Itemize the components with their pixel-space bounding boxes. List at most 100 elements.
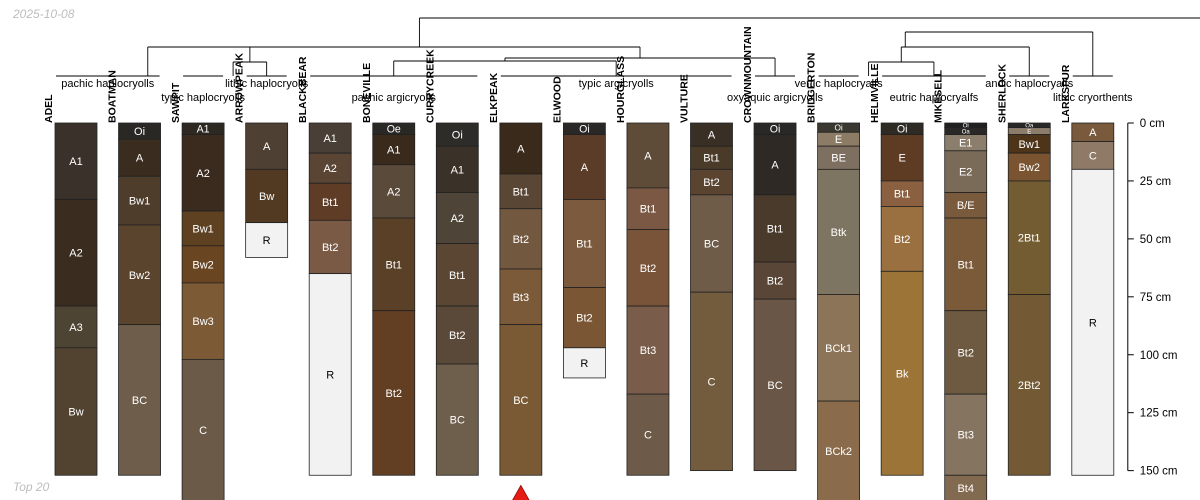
horizon [499,268,543,326]
horizon-label: E [898,153,905,165]
profile-name: HELMVILLE [869,64,881,124]
horizon [1007,180,1051,295]
horizon-label: Bt2 [513,234,530,246]
profile-name: LARKSPUR [1060,64,1072,123]
horizon-label: Oi [452,130,463,142]
horizon-label: Bt3 [513,292,530,304]
horizon [54,199,98,307]
profile-name: BOATMAN [107,70,119,123]
horizon [753,134,797,196]
horizon-label: 2Bt1 [1018,233,1041,245]
horizon-label: Bw [259,191,274,203]
horizon-label: E [835,134,842,146]
horizon-label: Bw1 [129,196,150,208]
horizon [753,298,797,472]
horizon [626,187,670,231]
horizon-label: Oi [770,124,781,136]
horizon-label: A [644,150,652,162]
horizon-label: BCk2 [825,446,852,458]
horizon-label: Bt2 [385,388,402,400]
horizon [690,168,733,196]
profile-name: ELWOOD [551,76,563,123]
horizon [54,122,98,200]
horizon [690,291,733,472]
horizon-label: A [136,153,144,165]
horizon-label: Bt1 [322,197,339,209]
horizon-label: Bw3 [192,316,213,328]
horizon [308,273,352,476]
horizon-label: A3 [69,322,82,334]
depth-tick-label: 50 cm [1140,234,1171,246]
horizon [118,175,161,226]
horizon-label: Bw1 [1019,139,1040,151]
group-label: vertic haplocryalfs [795,78,884,90]
horizon-label: R [1089,317,1097,329]
profile-name: BRIDGERTON [806,53,818,123]
group-label: typic argicryolls [579,78,655,90]
depth-tick-label: 25 cm [1140,176,1171,188]
date-label: 2025-10-08 [13,7,75,21]
group-label: typic haplocryolls [161,92,245,104]
horizon-label: BC [132,395,147,407]
horizon-label: Oi [963,123,969,129]
horizon-label: A [263,141,271,153]
horizon-label: Bw [68,406,83,418]
profile-name: ELKPEAK [488,72,500,123]
horizon-label: Oi [134,126,145,138]
horizon [435,145,479,193]
horizon-label: A2 [451,213,464,225]
horizon [880,134,924,182]
horizon-label: A1 [387,145,400,157]
horizon [118,138,161,177]
profile-name: ARROWPEAK [234,53,246,123]
horizon-label: A2 [69,248,82,260]
horizon [563,199,606,288]
horizon-label: A2 [387,186,400,198]
horizon [54,305,98,349]
group-label: oxyaquic argicryolls [727,92,823,104]
horizon [308,152,352,184]
horizon-label: A1 [69,156,82,168]
horizon-label: Bt2 [703,177,720,189]
horizon-label: Bk [896,368,909,380]
horizon [435,363,479,476]
horizon [563,134,606,200]
horizon-label: A1 [451,164,464,176]
horizon-label: R [326,369,334,381]
profile-name: CURRYCREEK [424,49,436,123]
horizon-label: C [1089,150,1097,162]
profile-name: CROWNMOUNTAIN [742,26,754,123]
horizon [626,122,670,189]
horizon-label: C [644,430,652,442]
group-label: pachic argicryolls [352,92,437,104]
horizon-label: E1 [959,138,972,150]
horizon [181,358,225,500]
horizon-label: Bt1 [957,259,974,271]
horizon-label: E2 [959,167,972,179]
horizon-label: Bt2 [322,242,339,254]
horizon [181,245,225,284]
horizon [308,219,352,275]
horizon-label: BC [513,395,528,407]
horizon [944,217,988,312]
horizon-label: A2 [196,168,209,180]
horizon-label: Bt2 [576,313,593,325]
horizon-label: Bt4 [957,483,974,495]
horizon [944,310,988,395]
group-label: lithic haplocryolls [225,78,309,90]
horizon [499,122,543,175]
horizon-label: A [581,162,589,174]
horizon [372,134,416,166]
horizon-label: E [1027,129,1031,135]
horizon-label: A1 [323,133,336,145]
horizon-label: Btk [831,227,847,239]
horizon [817,168,860,295]
group-label: lithic cryorthents [1053,92,1133,104]
horizon-label: Bw1 [192,223,213,235]
horizon-label: Bt1 [894,189,911,201]
horizon-label: Bt2 [640,263,657,275]
horizon-label: Bt1 [449,270,466,282]
horizon-label: Bt1 [703,153,720,165]
horizon-label: A [517,143,525,155]
marker-triangle [512,484,530,500]
